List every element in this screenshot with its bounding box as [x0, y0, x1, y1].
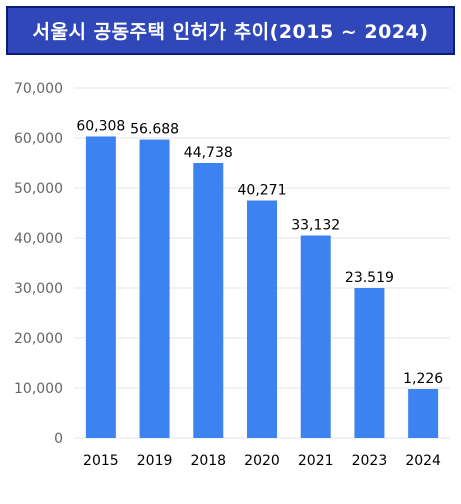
- y-tick-label: 10,000: [14, 381, 63, 397]
- bar: [193, 163, 224, 438]
- y-tick-label: 70,000: [14, 81, 63, 97]
- y-tick-label: 30,000: [14, 281, 63, 297]
- x-tick-label: 2018: [190, 453, 226, 469]
- y-tick-label: 20,000: [14, 331, 63, 347]
- y-tick-label: 60,000: [14, 131, 63, 147]
- y-tick-label: 40,000: [14, 231, 63, 247]
- data-label: 40,271: [238, 183, 287, 199]
- x-tick-label: 2024: [405, 453, 441, 469]
- bar: [300, 235, 331, 438]
- chart-title: 서울시 공동주택 인허가 추이(2015 ~ 2024): [32, 21, 429, 43]
- y-tick-label: 50,000: [14, 181, 63, 197]
- data-label: 1,226: [403, 371, 443, 387]
- bar: [354, 288, 385, 438]
- chart-area: 0 10,000 20,000 30,000 40,000 50,000 60,000 70,…: [0, 62, 461, 500]
- data-label: 60,308: [76, 118, 125, 134]
- data-label: 56.688: [130, 122, 179, 138]
- bar: [85, 136, 116, 438]
- chart-title-bar: 서울시 공동주택 인허가 추이(2015 ~ 2024): [6, 6, 455, 55]
- x-tick-label: 2015: [83, 453, 119, 469]
- x-tick-label: 2019: [137, 453, 173, 469]
- bar: [408, 389, 439, 438]
- data-label: 33,132: [291, 218, 340, 234]
- bar-chart: 0 10,000 20,000 30,000 40,000 50,000 60,000 70,…: [14, 81, 450, 469]
- y-tick-label: 0: [54, 431, 63, 447]
- x-tick-label: 2023: [352, 453, 388, 469]
- bar: [247, 200, 277, 438]
- data-label: 23.519: [345, 270, 394, 286]
- x-tick-label: 2021: [298, 453, 334, 469]
- x-tick-label: 2020: [244, 453, 280, 469]
- data-label: 44,738: [184, 145, 233, 161]
- bar: [139, 139, 170, 438]
